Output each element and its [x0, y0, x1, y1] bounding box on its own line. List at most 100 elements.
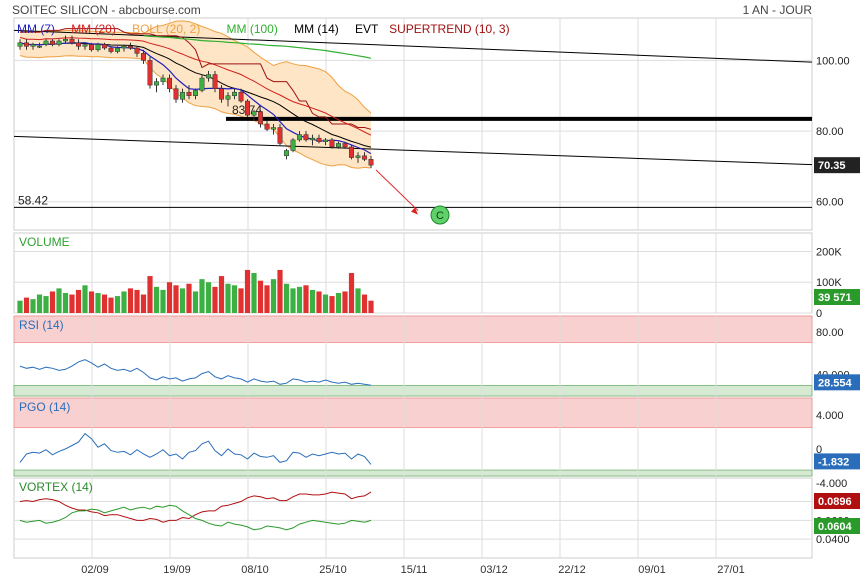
- pgo-panel-tick-label: 0: [816, 444, 822, 456]
- candle-body: [180, 91, 185, 100]
- legend-item: EVT: [355, 22, 379, 36]
- bollinger-lower-line: [19, 55, 372, 169]
- date-tick-label: 19/09: [163, 564, 191, 576]
- candle-body: [342, 143, 348, 148]
- rsi-panel-last-tag-label: 28.554: [818, 377, 853, 389]
- vortex-plus-last-tag-label: 0.0896: [818, 496, 852, 508]
- volume-bar: [218, 276, 225, 313]
- vortex-minus-last-tag: [814, 518, 860, 534]
- candle-body: [212, 74, 218, 89]
- vortex-title: VORTEX (14): [19, 480, 93, 494]
- candle-body: [76, 42, 81, 47]
- legend-item: MM (7): [17, 22, 55, 36]
- volume-bar: [270, 279, 277, 313]
- candle-body: [329, 139, 335, 148]
- volume-bar: [173, 285, 179, 313]
- volume-bar: [283, 283, 290, 313]
- candle-body: [154, 81, 159, 86]
- legend-item: BOLL (20, 2): [132, 22, 200, 36]
- volume-bar: [69, 294, 75, 313]
- date-tick-label: 22/12: [558, 564, 586, 576]
- volume-bar: [127, 288, 134, 313]
- chart-title: SOITEC SILICON - abcbourse.com: [12, 3, 201, 17]
- candle-body: [50, 40, 55, 45]
- volume-bar: [36, 294, 43, 313]
- mm20-line: [19, 36, 372, 136]
- chart-period[interactable]: 1 AN - JOUR: [743, 3, 813, 17]
- volume-bar: [56, 288, 62, 313]
- candle-body: [134, 47, 140, 54]
- candle-body: [251, 111, 257, 116]
- candle-body: [264, 123, 270, 130]
- volume-bar: [192, 291, 199, 313]
- date-tick-label: 09/01: [638, 564, 666, 576]
- volume-bar: [199, 279, 205, 313]
- volume-bar: [231, 285, 238, 313]
- candle-body: [43, 40, 49, 45]
- volume-bar: [62, 293, 69, 313]
- volume-bar: [30, 299, 36, 313]
- candle-body: [160, 77, 166, 82]
- rsi-panel-last-tag: [814, 374, 860, 391]
- price-tick-label: 100.00: [816, 55, 850, 67]
- volume-bar: [153, 286, 160, 313]
- candle-body: [258, 111, 263, 125]
- volume-bar: [257, 280, 264, 313]
- candle-body: [63, 38, 68, 42]
- rsi-panel-title: RSI (14): [19, 318, 64, 332]
- candle-body: [219, 88, 224, 100]
- volume-bar: [290, 288, 296, 313]
- volume-bar: [335, 293, 342, 313]
- volume-bar: [205, 282, 212, 313]
- projection-arrowhead: [411, 207, 418, 215]
- candle-body: [206, 74, 211, 79]
- candle-body: [193, 90, 198, 96]
- volume-bar: [88, 291, 95, 313]
- volume-bar: [303, 285, 309, 313]
- volume-last-tag-label: 39 571: [818, 292, 852, 304]
- rsi-panel-line: [19, 359, 372, 386]
- candle-body: [225, 95, 231, 100]
- bollinger-upper-line: [19, 20, 372, 114]
- volume-bar: [82, 285, 88, 313]
- date-tick-label: 27/01: [717, 564, 745, 576]
- volume-bar: [238, 288, 244, 313]
- pgo-panel-tick-label: 4.000: [816, 410, 844, 422]
- vortex-minus-last-tag-label: 0.0604: [818, 521, 853, 533]
- volume-bar: [244, 269, 251, 313]
- volume-bar: [186, 283, 192, 313]
- candle-body: [310, 137, 315, 141]
- volume-bar: [114, 296, 121, 313]
- event-marker-label: C: [436, 210, 444, 222]
- volume-bar: [23, 297, 30, 313]
- candle-body: [115, 47, 120, 52]
- volume-bar: [342, 291, 348, 313]
- event-marker-icon: [430, 205, 450, 225]
- candle-body: [128, 46, 133, 49]
- vortex-minus-line: [19, 504, 372, 531]
- volume-tick-label: 200K: [816, 246, 842, 258]
- volume-bar: [212, 286, 218, 313]
- candle-body: [69, 38, 75, 43]
- rsi-panel-overbought-zone: [13, 315, 813, 344]
- price-tick-label: 60.00: [816, 197, 844, 209]
- volume-bar: [322, 294, 329, 313]
- vortex-tick-label: 0.0400: [816, 534, 850, 546]
- candle-body: [102, 44, 107, 49]
- support-label: 58.42: [18, 193, 48, 207]
- volume-bar: [251, 273, 257, 313]
- volume-bar: [296, 286, 303, 313]
- volume-bar: [160, 289, 166, 313]
- pgo-panel-title: PGO (14): [19, 400, 70, 414]
- legend-item: SUPERTREND (10, 3): [389, 22, 509, 36]
- volume-bar: [355, 288, 361, 313]
- candle-body: [232, 91, 237, 96]
- rsi-panel: 80.0040.000RSI (14)28.554: [13, 315, 860, 397]
- candle-body: [121, 46, 127, 49]
- volume-bar: [49, 291, 56, 313]
- volume-panel-frame: [13, 232, 813, 314]
- volume-bar: [225, 283, 231, 313]
- pgo-panel-line: [19, 432, 372, 465]
- volume-bar: [264, 285, 270, 313]
- volume-bar: [329, 296, 335, 313]
